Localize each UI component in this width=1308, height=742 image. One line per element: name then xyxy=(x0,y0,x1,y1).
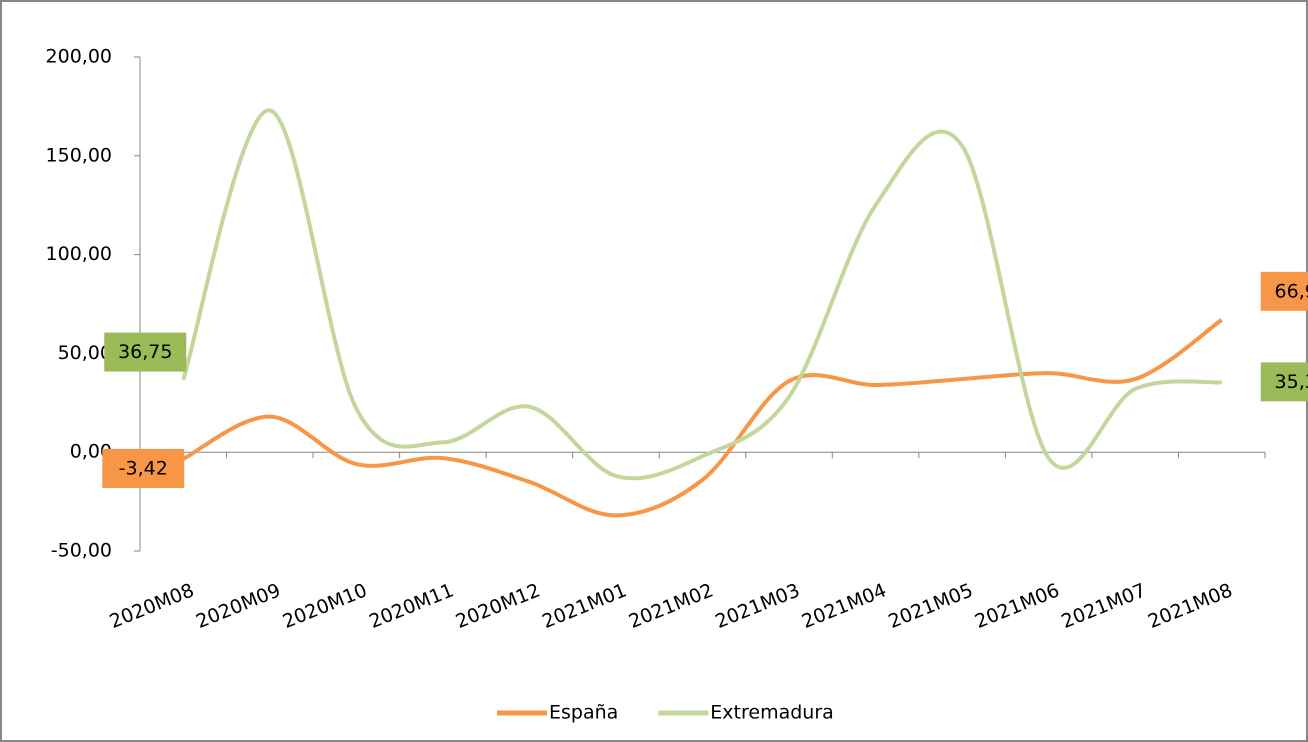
y-tick-label: 0,00 xyxy=(70,441,112,463)
data-label-box xyxy=(102,448,185,488)
data-label-box xyxy=(104,332,187,372)
data-label: 66,99 xyxy=(1260,271,1308,311)
line-series xyxy=(181,108,1222,481)
data-label: 36,75 xyxy=(104,332,187,372)
y-tick-label: 50,00 xyxy=(58,342,112,364)
y-tick-label: 150,00 xyxy=(46,144,112,166)
data-label-text: -3,42 xyxy=(119,457,168,479)
legend-label: España xyxy=(549,702,618,724)
y-tick-label: 200,00 xyxy=(46,46,112,68)
data-label-text: 35,35 xyxy=(1275,371,1308,393)
data-label: 35,35 xyxy=(1260,362,1308,402)
line-series xyxy=(182,318,1223,518)
y-tick-label: -50,00 xyxy=(51,540,112,562)
data-label-text: 66,99 xyxy=(1275,280,1308,302)
data-label-box xyxy=(1260,362,1308,402)
legend-label: Extremadura xyxy=(710,702,834,724)
data-label: -3,42 xyxy=(102,448,185,488)
data-label-text: 36,75 xyxy=(118,341,172,363)
y-tick-label: 100,00 xyxy=(46,243,112,265)
data-label-box xyxy=(1260,271,1308,311)
